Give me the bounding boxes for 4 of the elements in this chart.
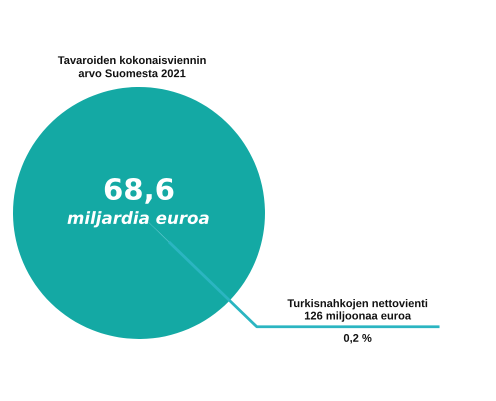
slice-label: Turkisnahkojen nettovienti 126 miljoonaa euroa (287, 299, 428, 322)
text: 68,6 miljardia euroa (68, 178, 209, 228)
data-label: 0,2 % (344, 334, 372, 344)
chart-title: Tavaroiden kokonaisviennin arvo Suomesta 2021 (58, 56, 206, 78)
